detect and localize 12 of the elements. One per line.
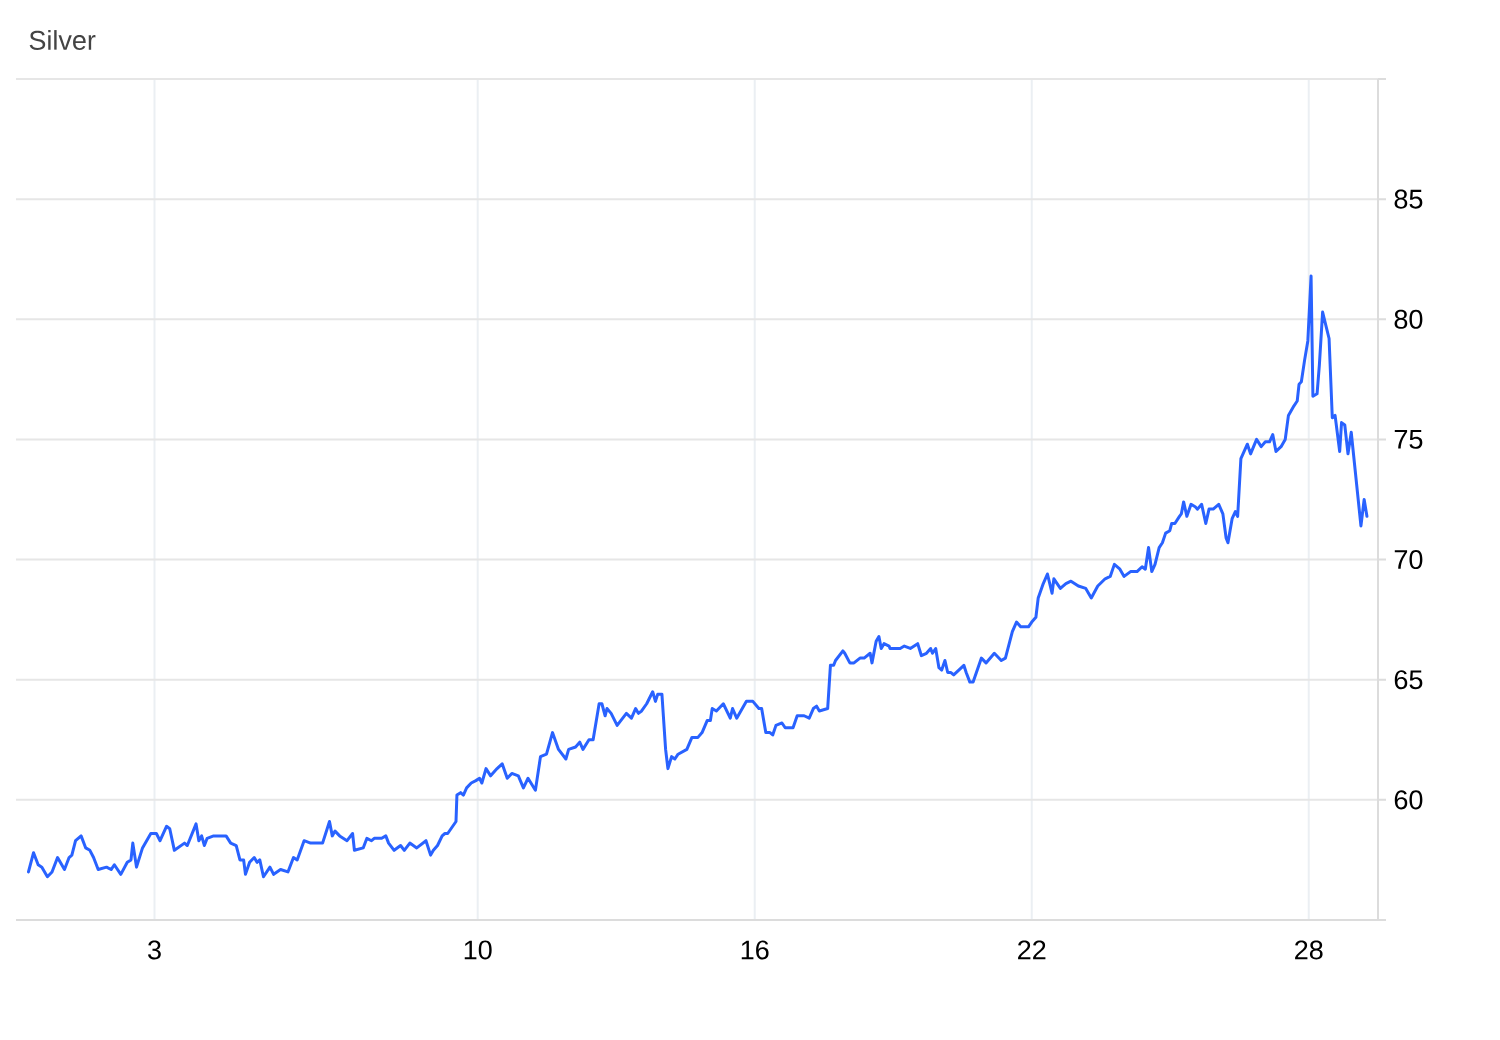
y-tick-label: 80 [1394, 309, 1423, 329]
y-tick-label: 60 [1394, 790, 1423, 810]
y-tick-label: 65 [1394, 670, 1423, 690]
chart-title: Silver [29, 30, 96, 50]
y-tick-label: 75 [1394, 430, 1423, 449]
y-tick-label: 70 [1394, 550, 1423, 570]
x-tick-label: 3 [148, 940, 161, 960]
y-tick-label: 85 [1394, 189, 1423, 209]
x-tick-label: 10 [464, 940, 492, 960]
x-tick-label: 16 [741, 940, 769, 960]
x-tick-label: 22 [1018, 940, 1046, 960]
x-tick-label: 28 [1295, 940, 1323, 960]
